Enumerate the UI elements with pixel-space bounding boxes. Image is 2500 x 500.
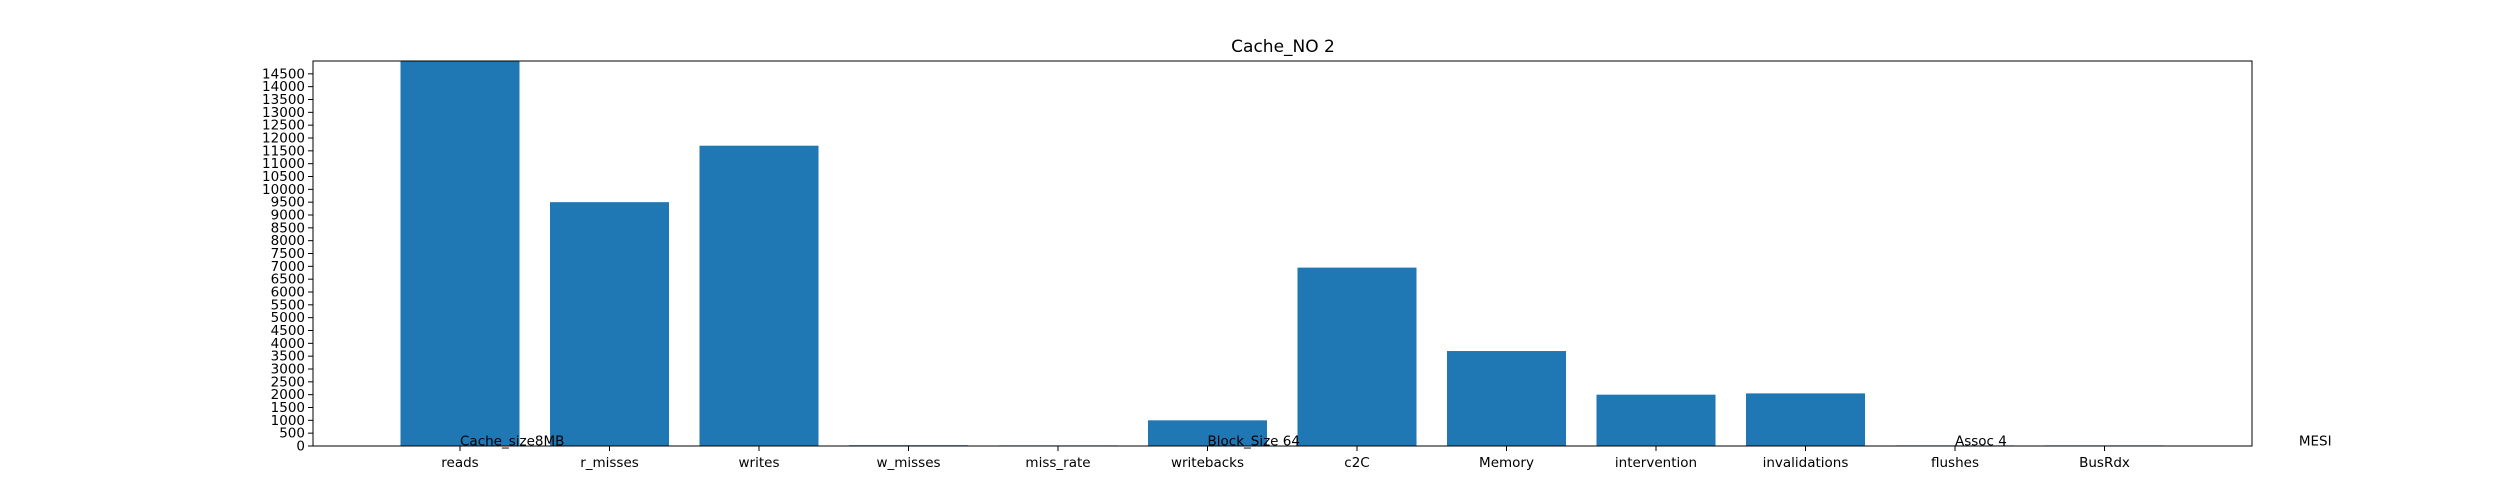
y-tick-label: 11000 <box>262 156 305 172</box>
y-tick-label: 8500 <box>271 220 305 236</box>
y-tick-label: 1000 <box>271 413 305 429</box>
axes-layer: 0500100015002000250030003500400045005000… <box>262 60 2253 471</box>
bar-Memory <box>1447 351 1566 446</box>
x-tick-label: Memory <box>1479 455 1534 471</box>
annotations-layer: Cache_size8MB Block_Size 64 Assoc 4 MESI <box>460 434 2332 450</box>
y-tick-label: 9500 <box>271 195 305 211</box>
bar-invalidations <box>1746 393 1865 446</box>
x-tick-label: reads <box>441 455 478 471</box>
y-tick-label: 9000 <box>271 208 305 224</box>
y-tick-label: 10500 <box>262 169 305 185</box>
y-tick-label: 7500 <box>271 246 305 262</box>
chart-title: Cache_NO 2 <box>1231 37 1335 57</box>
x-tick-label: miss_rate <box>1025 455 1090 471</box>
y-tick-label: 10000 <box>262 182 305 198</box>
y-tick-label: 5000 <box>271 310 305 326</box>
bar-writes <box>699 145 819 446</box>
y-tick-label: 11500 <box>262 143 305 159</box>
annotation-label: Cache_size8MB <box>460 434 564 450</box>
y-tick-label: 4500 <box>271 323 305 339</box>
x-tick-label: invalidations <box>1763 455 1849 471</box>
y-tick-label: 13500 <box>262 92 305 108</box>
y-tick-label: 3500 <box>271 349 305 365</box>
y-tick-label: 3000 <box>271 362 305 378</box>
y-tick-label: 2000 <box>271 387 305 403</box>
bars-layer <box>400 61 2164 446</box>
bar-writebacks <box>1148 420 1267 446</box>
annotation-label: Assoc 4 <box>1955 434 2007 450</box>
x-tick-label: BusRdx <box>2079 455 2130 471</box>
x-tick-label: flushes <box>1931 455 1979 471</box>
y-tick-label: 8000 <box>271 233 305 249</box>
y-tick-label: 12500 <box>262 118 305 134</box>
y-tick-label: 13000 <box>262 105 305 121</box>
bar-reads <box>400 61 520 446</box>
bar-r_misses <box>550 202 669 446</box>
y-tick-label: 6500 <box>271 272 305 288</box>
x-tick-label: intervention <box>1615 455 1697 471</box>
x-tick-label: writebacks <box>1171 455 1244 471</box>
x-tick-label: c2C <box>1344 455 1369 471</box>
y-tick-label: 5500 <box>271 297 305 313</box>
y-tick-label: 2500 <box>271 374 305 390</box>
y-tick-label: 1500 <box>271 400 305 416</box>
y-tick-label: 6000 <box>271 285 305 301</box>
x-tick-label: r_misses <box>580 455 639 471</box>
y-tick-label: 4000 <box>271 336 305 352</box>
y-tick-label: 500 <box>279 426 305 442</box>
x-tick-label: w_misses <box>876 455 940 471</box>
bar-intervention <box>1596 394 1716 446</box>
y-tick-label: 14500 <box>262 66 305 82</box>
y-tick-label: 12000 <box>262 131 305 147</box>
annotation-label: Block_Size 64 <box>1208 434 1300 450</box>
annotation-label: MESI <box>2299 434 2332 450</box>
y-tick-label: 0 <box>296 439 305 455</box>
x-tick-label: writes <box>739 455 780 471</box>
y-tick-label: 14000 <box>262 79 305 95</box>
bar-c2C <box>1297 267 1417 446</box>
y-tick-label: 7000 <box>271 259 305 275</box>
